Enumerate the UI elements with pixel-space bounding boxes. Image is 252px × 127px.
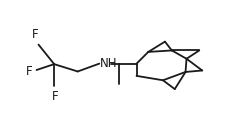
Text: NH: NH <box>100 57 117 70</box>
Text: F: F <box>52 90 58 103</box>
Text: F: F <box>32 28 39 41</box>
Text: F: F <box>25 65 32 78</box>
